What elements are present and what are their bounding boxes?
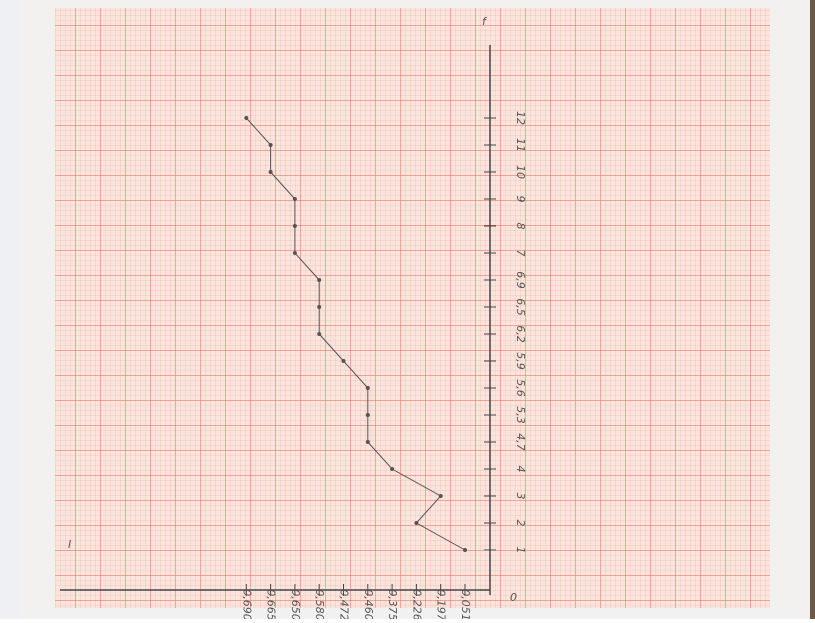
x-tick-label: 2 (514, 520, 527, 527)
data-point (268, 170, 273, 174)
x-tick-label: 4,7 (514, 433, 527, 451)
origin-label: 0 (510, 591, 517, 604)
graph-grid (55, 8, 770, 608)
x-tick-label: 5,6 (514, 379, 527, 397)
x-tick-label: 6,2 (514, 325, 527, 343)
y-tick-label: 0,665 (265, 589, 278, 619)
x-tick-label: 11 (514, 138, 527, 152)
x-tick-label: 5,9 (514, 352, 527, 370)
y-tick-label: 0,650 (289, 589, 302, 619)
x-tick-label: 10 (514, 165, 527, 179)
data-point (365, 413, 370, 417)
data-point (244, 116, 249, 120)
y-tick-label: 0,375 (386, 589, 399, 619)
data-point (463, 548, 467, 552)
data-point (438, 494, 443, 498)
x-tick-label: 4 (514, 466, 527, 473)
data-point (414, 521, 419, 525)
data-point (292, 197, 297, 201)
plot: 12344,75,35,65,96,26,56,97891011120,0510… (240, 111, 527, 621)
data-point (317, 305, 322, 309)
x-tick-label: 8 (514, 223, 527, 230)
y-tick-label: 0,197 (435, 589, 448, 619)
x-tick-label: 3 (514, 493, 527, 500)
y-tick-label: 0,051 (459, 589, 472, 619)
x-tick-label: 5,3 (514, 406, 527, 424)
data-point (390, 467, 395, 471)
data-point (317, 332, 322, 336)
data-point (292, 224, 297, 228)
data-point (341, 359, 346, 363)
data-point (317, 278, 322, 282)
x-tick-label: 6,5 (514, 298, 527, 316)
x-tick-label: 6,9 (514, 271, 527, 289)
axis-label: I (68, 538, 71, 551)
y-tick-label: 0,580 (313, 589, 326, 619)
data-point (365, 440, 370, 444)
x-tick-label: 12 (514, 111, 527, 125)
axis-label: f (482, 15, 488, 28)
y-tick-label: 0,460 (362, 589, 375, 619)
x-tick-label: 9 (514, 196, 527, 203)
data-point (268, 143, 273, 147)
x-tick-label: 1 (514, 547, 527, 554)
y-tick-label: 0,226 (410, 589, 423, 619)
data-point (365, 386, 370, 390)
x-tick-label: 7 (514, 250, 527, 257)
data-point (292, 251, 297, 255)
y-tick-label: 0,472 (338, 589, 351, 619)
y-tick-label: 0,690 (240, 589, 253, 619)
